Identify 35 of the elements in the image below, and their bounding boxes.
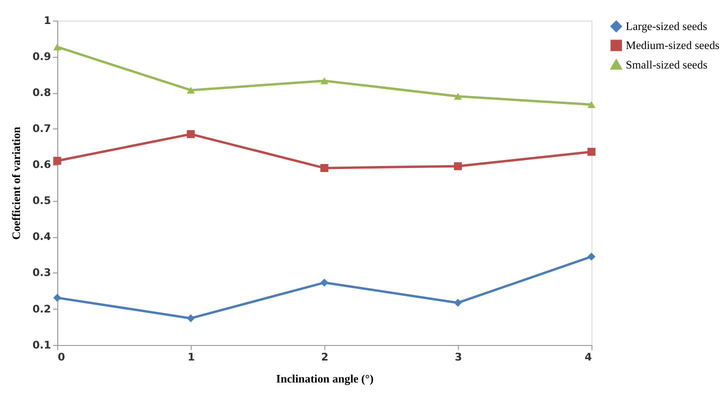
x-tick-label: 2 — [321, 352, 328, 364]
y-tick-label: 0.6 — [32, 159, 52, 172]
y-tick-label: 0.4 — [32, 231, 52, 244]
point — [320, 278, 328, 287]
y-tick-label: 0.8 — [32, 87, 52, 100]
legend-label: Small-sized seeds — [626, 59, 708, 72]
point — [186, 86, 195, 94]
legend-label: Large-sized seeds — [626, 21, 708, 34]
y-tick-label: 0.2 — [32, 303, 52, 316]
y-tick-label: 0.3 — [32, 267, 52, 280]
x-tick-label: 3 — [454, 352, 462, 364]
x-tick-label: 0 — [58, 352, 66, 364]
point — [53, 43, 62, 50]
x-tick-label: 4 — [584, 352, 592, 364]
point — [454, 92, 462, 100]
point — [454, 298, 462, 307]
y-tick-label: 0.1 — [32, 339, 52, 352]
point — [53, 156, 62, 165]
y-tick-label: 0.9 — [32, 50, 52, 63]
legend-label: Medium-sized seeds — [626, 40, 720, 52]
point — [587, 252, 596, 261]
point — [53, 294, 62, 302]
point — [186, 130, 195, 138]
point — [587, 148, 596, 156]
x-tick-label: 1 — [188, 352, 195, 364]
y-tick-label: 0.5 — [32, 195, 52, 208]
point — [587, 101, 596, 108]
y-tick-label: 0.7 — [32, 123, 52, 136]
point — [320, 164, 328, 172]
y-tick-label: 1 — [44, 14, 52, 27]
point — [320, 77, 328, 84]
x-axis-title: Inclination angle (°) — [276, 374, 374, 386]
y-axis-title: Coefficient of variation — [11, 126, 24, 240]
point — [186, 314, 195, 322]
point — [454, 162, 462, 170]
